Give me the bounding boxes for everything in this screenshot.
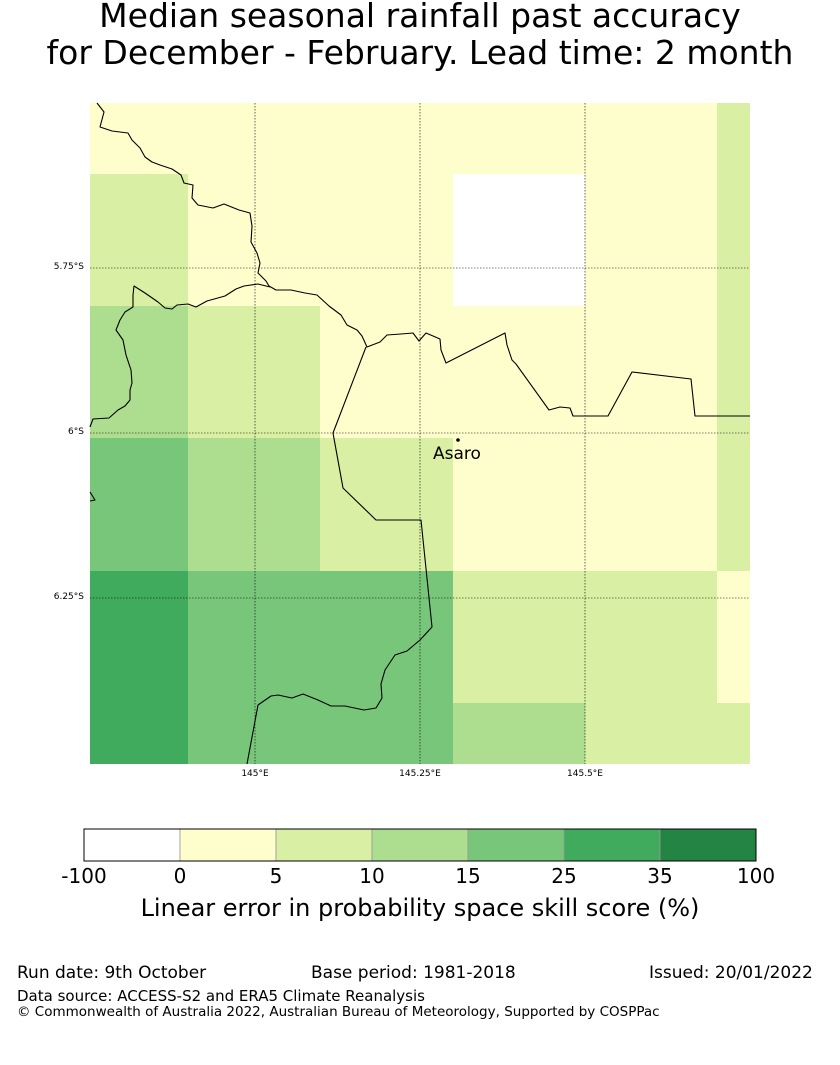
- lat-label-6: 6°S: [68, 427, 84, 437]
- copyright: © Commonwealth of Australia 2022, Austra…: [17, 1004, 660, 1020]
- grid-cell: [320, 438, 453, 571]
- grid-cell: [453, 174, 585, 306]
- map-grid-cells: [90, 103, 750, 764]
- base-period: Base period: 1981-2018: [311, 963, 516, 983]
- grid-cell: [90, 306, 188, 438]
- chart-title-line-2: for December - February. Lead time: 2 mo…: [46, 33, 794, 72]
- province-boundaries: [89, 102, 750, 765]
- colorbar-tick-label: -100: [61, 864, 107, 888]
- colorbar-box: [179, 828, 277, 862]
- colorbar-tick-label: 100: [736, 864, 776, 888]
- grid-cell: [90, 103, 717, 174]
- colorbar-boxes: [83, 828, 757, 862]
- grid-cell: [717, 438, 750, 571]
- colorbar-box: [371, 828, 469, 862]
- lon-label-145-5: 145.5°E: [567, 769, 603, 779]
- colorbar-box: [83, 828, 181, 862]
- lon-label-145: 145°E: [241, 769, 269, 779]
- boundary-west-loop: [89, 283, 271, 428]
- grid-cell: [453, 703, 585, 764]
- colorbar-tick-label: 5: [269, 864, 283, 888]
- skill-score-map: [89, 102, 750, 765]
- colorbar-tick-label: 25: [551, 864, 577, 888]
- lat-label-6-25: 6.25°S: [53, 592, 84, 602]
- run-date: Run date: 9th October: [17, 963, 207, 983]
- grid-cell: [188, 703, 453, 764]
- colorbar-title: Linear error in probability space skill …: [140, 894, 700, 922]
- issued-date: Issued: 20/01/2022: [649, 963, 813, 983]
- colorbar-box: [467, 828, 565, 862]
- grid-cell: [90, 703, 188, 764]
- boundary-west-notch: [89, 491, 96, 502]
- grid-cell: [90, 174, 188, 306]
- colorbar: [83, 828, 757, 862]
- colorbar-box: [563, 828, 661, 862]
- grid-cell: [90, 438, 188, 571]
- grid-cell: [188, 306, 320, 438]
- data-source: Data source: ACCESS-S2 and ERA5 Climate …: [17, 987, 425, 1005]
- grid-cell: [188, 174, 453, 306]
- grid-cell: [188, 438, 320, 571]
- grid-cell: [320, 306, 717, 438]
- colorbar-tick-label: 0: [173, 864, 187, 888]
- grid-cell: [585, 703, 750, 764]
- place-label-asaro: Asaro: [433, 444, 481, 464]
- colorbar-tick-label: 35: [647, 864, 673, 888]
- lon-label-145-25: 145.25°E: [399, 769, 441, 779]
- colorbar-box: [659, 828, 757, 862]
- colorbar-tick-label: 15: [455, 864, 481, 888]
- grid-cell: [717, 571, 750, 703]
- colorbar-frame: [83, 828, 757, 862]
- boundary-north: [96, 102, 750, 417]
- grid-cell: [717, 174, 750, 306]
- grid-cell: [717, 103, 750, 174]
- colorbar-tick-label: 10: [359, 864, 385, 888]
- lat-label-5-75: 5.75°S: [53, 262, 84, 272]
- boundary-central: [246, 346, 433, 765]
- grid-cell: [90, 571, 188, 703]
- chart-title-line-1: Median seasonal rainfall past accuracy: [99, 0, 741, 35]
- colorbar-box: [275, 828, 373, 862]
- graticule: [90, 103, 750, 764]
- grid-cell: [188, 571, 453, 703]
- asaro-marker: [456, 438, 460, 442]
- grid-cell: [585, 174, 717, 306]
